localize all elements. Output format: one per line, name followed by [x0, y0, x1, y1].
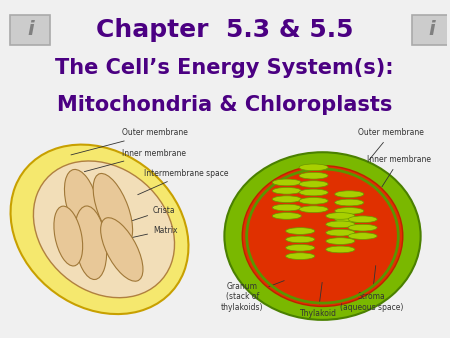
Ellipse shape [272, 188, 302, 194]
Ellipse shape [272, 204, 302, 211]
Text: Thylakoid: Thylakoid [300, 282, 337, 318]
Text: Matrix: Matrix [111, 226, 178, 242]
Ellipse shape [286, 236, 315, 243]
Ellipse shape [335, 208, 364, 214]
Ellipse shape [101, 218, 143, 281]
Ellipse shape [299, 181, 328, 188]
Text: Chapter  5.3 & 5.5: Chapter 5.3 & 5.5 [96, 18, 353, 42]
Ellipse shape [348, 224, 377, 231]
Text: i: i [428, 20, 435, 40]
Ellipse shape [335, 191, 364, 197]
Text: Stroma
(aqueous space): Stroma (aqueous space) [340, 266, 403, 312]
Text: i: i [27, 20, 34, 40]
Ellipse shape [326, 246, 355, 253]
Ellipse shape [299, 164, 328, 171]
Ellipse shape [326, 230, 355, 236]
Text: Inner membrane: Inner membrane [84, 149, 186, 172]
Ellipse shape [348, 216, 377, 223]
Ellipse shape [286, 244, 315, 251]
Ellipse shape [272, 196, 302, 202]
Ellipse shape [74, 206, 107, 280]
Text: The Cell’s Energy System(s):: The Cell’s Energy System(s): [55, 58, 394, 78]
Ellipse shape [299, 197, 328, 204]
Ellipse shape [242, 166, 403, 307]
FancyBboxPatch shape [412, 15, 450, 45]
Ellipse shape [335, 216, 364, 223]
Text: Intermembrane space: Intermembrane space [138, 169, 229, 195]
Ellipse shape [348, 233, 377, 239]
Ellipse shape [93, 173, 133, 245]
Ellipse shape [10, 145, 189, 314]
Ellipse shape [286, 228, 315, 234]
Text: Mitochondria & Chloroplasts: Mitochondria & Chloroplasts [57, 95, 392, 115]
Ellipse shape [299, 189, 328, 196]
Ellipse shape [286, 253, 315, 260]
Ellipse shape [64, 169, 99, 236]
Ellipse shape [299, 206, 328, 213]
Ellipse shape [272, 213, 302, 219]
Text: Crista: Crista [129, 206, 176, 222]
Text: Granum
(stack of
thylakoids): Granum (stack of thylakoids) [221, 281, 284, 312]
Ellipse shape [33, 161, 175, 298]
Ellipse shape [326, 238, 355, 244]
Ellipse shape [326, 221, 355, 228]
Ellipse shape [326, 213, 355, 219]
Text: Inner membrane: Inner membrane [367, 155, 431, 187]
Ellipse shape [299, 172, 328, 179]
Ellipse shape [54, 206, 83, 266]
Text: Outer membrane: Outer membrane [71, 128, 188, 155]
Ellipse shape [335, 199, 364, 206]
FancyBboxPatch shape [10, 15, 50, 45]
Text: Outer membrane: Outer membrane [358, 128, 424, 160]
Ellipse shape [272, 179, 302, 186]
Ellipse shape [225, 152, 421, 320]
